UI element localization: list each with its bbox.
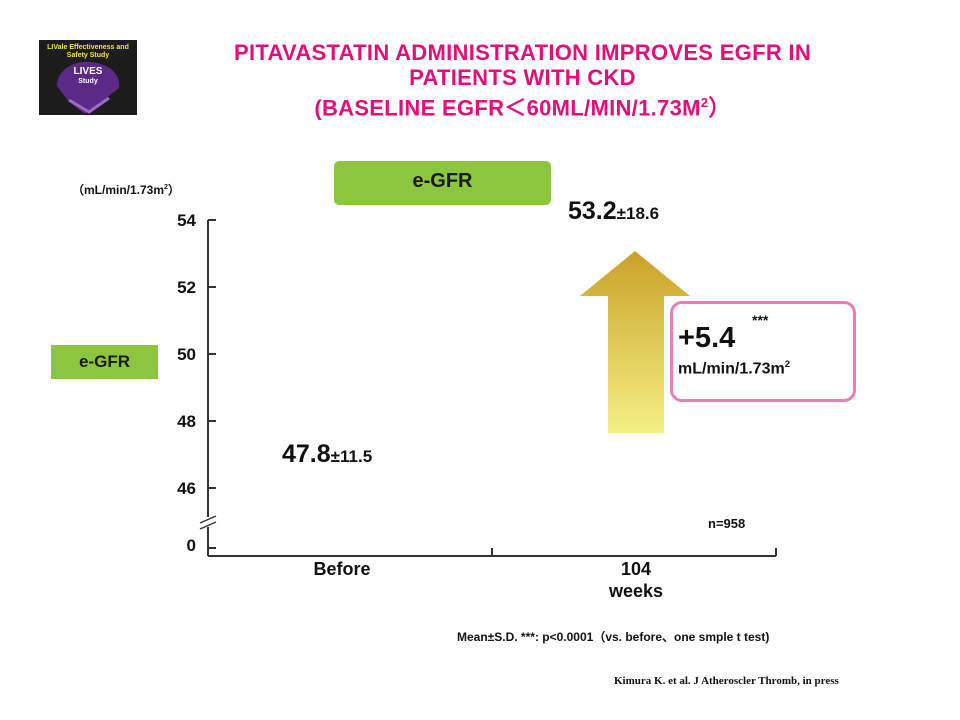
axis-break-mark-2 xyxy=(199,521,217,530)
axis-break-gap xyxy=(200,517,216,527)
title-line-1: PITAVASTATIN ADMINISTRATION IMPROVES EGF… xyxy=(233,40,812,65)
title-line-2: PATIENTS WITH CKD xyxy=(409,65,636,90)
data-label-before: 47.8±11.5 xyxy=(282,440,373,468)
increase-arrow xyxy=(580,251,690,433)
change-value: +5.4 xyxy=(678,322,736,354)
y-tick-label: 50 xyxy=(177,345,196,364)
change-callout: *** +5.4 mL/min/1.73m2 xyxy=(670,301,856,402)
data-label-104-weeks: 53.2±18.6 xyxy=(568,197,660,225)
egfr-header-badge: e-GFR xyxy=(334,161,551,205)
axis-break-mark-1 xyxy=(199,515,217,524)
y-tick-label: 46 xyxy=(177,479,196,498)
y-tick-label: 52 xyxy=(177,278,196,297)
y-tick-label: 54 xyxy=(177,211,196,230)
sample-size-label: n=958 xyxy=(708,516,746,531)
y-tick-label: 0 xyxy=(186,536,196,555)
logo-subname: Study xyxy=(78,78,98,85)
y-unit-label: （mL/min/1.73m2） xyxy=(72,182,181,197)
citation: Kimura K. et al. J Atheroscler Thromb, i… xyxy=(614,675,839,687)
logo-hand-graphic xyxy=(57,61,120,114)
x-category-before: Before xyxy=(313,559,371,579)
title-line-3: (BASELINE EGFR＜60ML/MIN/1.73M2） xyxy=(314,95,731,121)
footnote: Mean±S.D. ***: p<0.0001（vs. before、one s… xyxy=(457,630,770,644)
slide-title: PITAVASTATIN ADMINISTRATION IMPROVES EGF… xyxy=(150,40,895,120)
y-tick-label: 48 xyxy=(177,412,196,431)
study-logo: LIVale Effectiveness and Safety Study LI… xyxy=(39,40,137,115)
logo-tagline: LIVale Effectiveness and Safety Study xyxy=(47,44,129,59)
x-category-104-weeks: 104 weeks xyxy=(608,559,664,601)
significance-stars: *** xyxy=(752,312,769,328)
y-axis-title-badge: e-GFR xyxy=(51,345,158,379)
logo-name: LIVES xyxy=(73,66,103,77)
change-unit: mL/min/1.73m2 xyxy=(678,359,791,378)
